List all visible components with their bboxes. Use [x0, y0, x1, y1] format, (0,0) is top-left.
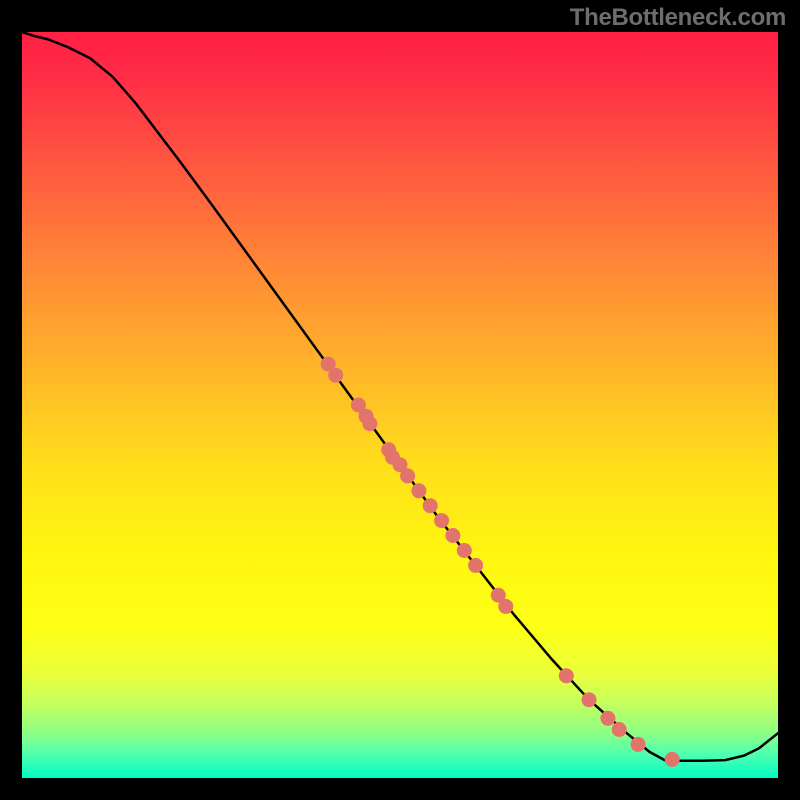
data-marker [469, 558, 483, 572]
data-marker [582, 693, 596, 707]
data-marker [559, 669, 573, 683]
data-marker [412, 484, 426, 498]
data-marker [423, 499, 437, 513]
chart-frame: TheBottleneck.com [0, 0, 800, 800]
data-marker [601, 711, 615, 725]
data-marker [446, 529, 460, 543]
data-marker [329, 368, 343, 382]
data-marker [363, 417, 377, 431]
watermark-text: TheBottleneck.com [570, 4, 786, 32]
data-marker [401, 469, 415, 483]
bottleneck-chart [0, 0, 800, 800]
data-marker [631, 737, 645, 751]
chart-background [22, 32, 778, 778]
data-marker [612, 723, 626, 737]
data-marker [457, 544, 471, 558]
data-marker [435, 514, 449, 528]
data-marker [499, 599, 513, 613]
data-marker [665, 752, 679, 766]
